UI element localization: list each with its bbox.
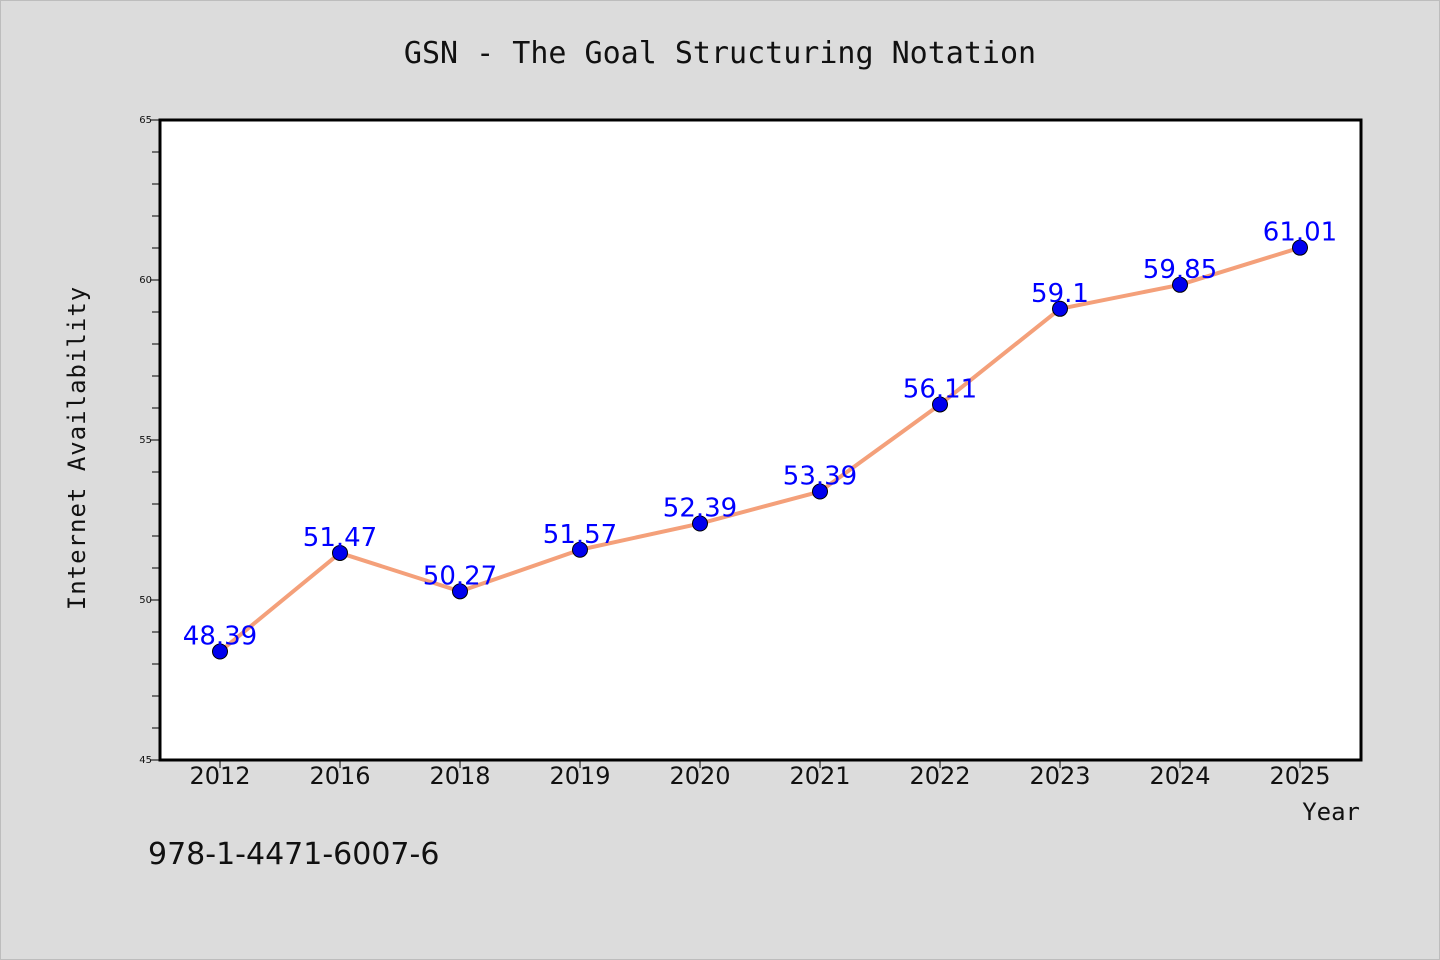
- y-tick-label: 60: [139, 275, 152, 286]
- x-tick-label: 2024: [1149, 762, 1210, 790]
- data-label: 61.01: [1263, 218, 1337, 248]
- x-tick-label: 2019: [549, 762, 610, 790]
- data-point: [1052, 300, 1068, 317]
- data-point: [932, 396, 948, 413]
- chart-title: GSN - The Goal Structuring Notation: [404, 36, 1036, 71]
- y-tick-label: 50: [139, 595, 152, 606]
- data-point: [212, 643, 228, 660]
- y-axis-label: Internet Availability: [63, 286, 91, 610]
- data-label: 59.85: [1143, 255, 1217, 285]
- data-label: 59.1: [1031, 279, 1089, 309]
- x-tick-label: 2021: [789, 762, 850, 790]
- x-tick-label: 2022: [909, 762, 970, 790]
- data-label: 51.47: [303, 523, 377, 553]
- y-tick-label: 65: [139, 115, 152, 126]
- y-tick-label: 55: [139, 435, 152, 446]
- data-label: 53.39: [783, 462, 857, 492]
- x-axis-ticks: 2012 2016 2018 2019 2020 2021 2022 2023 2024 2025: [189, 760, 1331, 790]
- y-axis-ticks: 45 50 55 60 65: [139, 115, 160, 766]
- x-tick-label: 2012: [189, 762, 250, 790]
- data-point: [572, 541, 588, 558]
- x-tick-label: 2020: [669, 762, 730, 790]
- data-label: 48.39: [183, 622, 257, 652]
- data-point: [332, 544, 348, 561]
- footer-isbn: 978-1-4471-6007-6: [148, 837, 439, 872]
- x-tick-label: 2018: [429, 762, 490, 790]
- plot-area: [158, 118, 1363, 762]
- data-label: 56.11: [903, 374, 977, 404]
- data-point: [692, 515, 708, 532]
- data-label: 51.57: [543, 520, 617, 550]
- data-label: 52.39: [663, 494, 737, 524]
- x-tick-label: 2023: [1029, 762, 1090, 790]
- data-label: 50.27: [423, 561, 497, 591]
- x-tick-label: 2025: [1269, 762, 1330, 790]
- data-point: [1172, 276, 1188, 293]
- data-point: [1292, 239, 1308, 256]
- y-tick-label: 45: [139, 755, 152, 766]
- x-axis-label: Year: [1302, 798, 1360, 826]
- data-point: [812, 483, 828, 500]
- x-tick-label: 2016: [309, 762, 370, 790]
- data-point: [452, 583, 468, 600]
- series-line: [218, 245, 1302, 654]
- series-layer: 48.39 51.47 50.27 51.57 52.39 53.39 56.11 59.1 5…: [183, 218, 1337, 660]
